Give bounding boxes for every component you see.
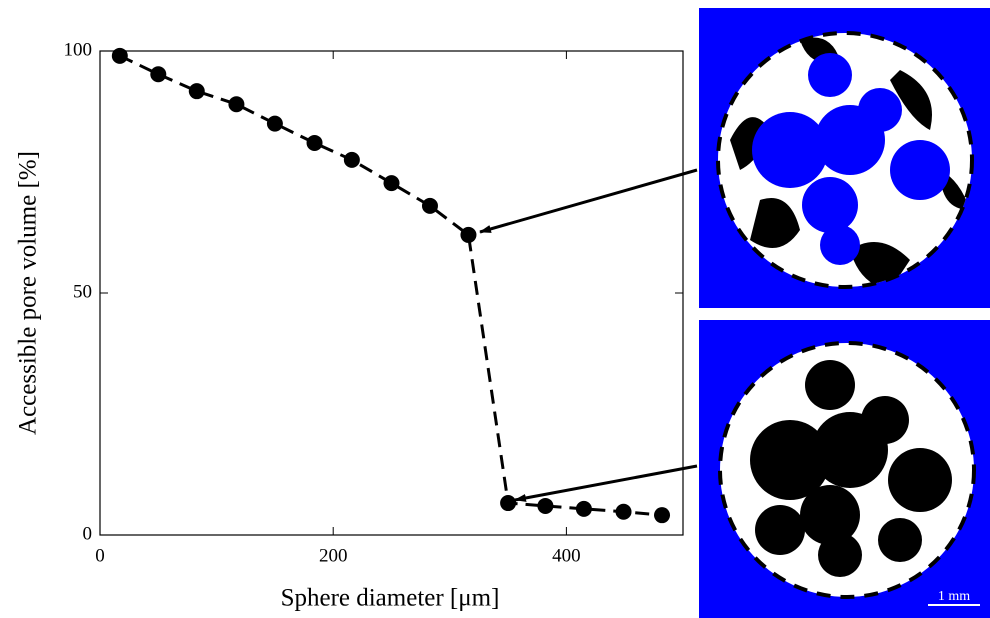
y-axis-label: Accessible pore volume [%] — [15, 151, 42, 435]
y-tick-label: 100 — [64, 39, 93, 60]
x-axis-label: Sphere diameter [μm] — [281, 585, 500, 612]
data-point — [500, 495, 517, 512]
arrow — [514, 464, 698, 502]
data-point — [111, 47, 128, 64]
data-point — [188, 83, 205, 100]
data-point — [654, 507, 671, 524]
arrow — [479, 168, 698, 234]
plot-frame — [99, 50, 684, 536]
micrograph-bottom: 1 mm — [699, 320, 990, 618]
series-line — [119, 54, 663, 517]
micrograph-top — [699, 8, 990, 308]
data-point — [228, 96, 245, 113]
data-point — [421, 197, 438, 214]
data-point — [150, 66, 167, 83]
data-point — [343, 151, 360, 168]
y-tick-label: 0 — [83, 523, 93, 544]
data-point — [306, 134, 323, 151]
x-tick-label: 0 — [95, 545, 105, 566]
data-point — [575, 500, 592, 517]
x-tick-label: 200 — [319, 545, 348, 566]
data-point — [615, 503, 632, 520]
data-point — [383, 175, 400, 192]
x-tick-label: 400 — [552, 545, 581, 566]
scale-bar-label: 1 mm — [938, 589, 970, 604]
data-point — [537, 497, 554, 514]
data-point — [460, 226, 477, 243]
data-point — [266, 115, 283, 132]
y-tick-label: 50 — [73, 281, 92, 302]
